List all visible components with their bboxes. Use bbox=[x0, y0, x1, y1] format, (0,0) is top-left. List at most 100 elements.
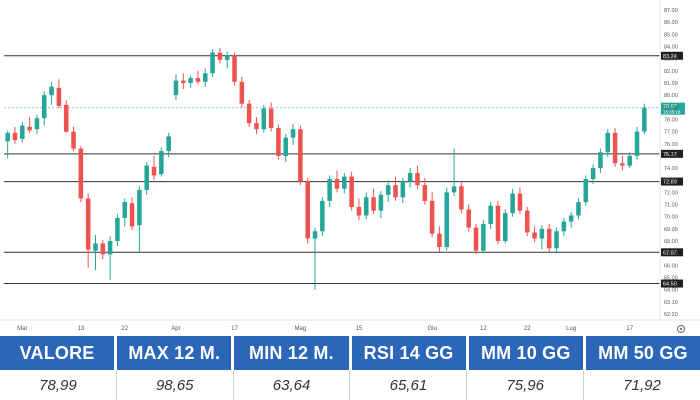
candle bbox=[232, 52, 237, 86]
candle bbox=[546, 223, 552, 252]
candle bbox=[283, 134, 289, 162]
candle bbox=[27, 117, 32, 133]
candle bbox=[473, 223, 479, 255]
candle-body bbox=[195, 78, 201, 82]
candle-body bbox=[276, 127, 281, 156]
x-tick-label: Mar bbox=[17, 326, 27, 332]
candle-body bbox=[627, 155, 632, 166]
candle-body bbox=[568, 215, 574, 222]
candle bbox=[173, 74, 179, 101]
y-tick-label: 85.00 bbox=[664, 32, 678, 38]
candle bbox=[576, 198, 581, 220]
stat-value-min-12m: 63,64 bbox=[234, 370, 351, 400]
candle bbox=[298, 125, 303, 186]
candle bbox=[598, 148, 603, 173]
x-tick-label: 13 bbox=[77, 326, 84, 332]
stat-value-mm-50gg: 71,92 bbox=[623, 376, 661, 394]
y-tick-label: 79.00 bbox=[664, 105, 678, 111]
candle-body bbox=[356, 206, 362, 216]
candle bbox=[532, 226, 537, 243]
candle-body bbox=[261, 108, 267, 130]
candle bbox=[378, 191, 384, 218]
candle-body bbox=[78, 148, 84, 199]
candle bbox=[246, 100, 252, 127]
candle bbox=[627, 152, 632, 169]
candle-body bbox=[268, 108, 274, 128]
candle bbox=[583, 175, 589, 206]
y-tick-label: 87.00 bbox=[664, 8, 678, 14]
candle bbox=[151, 155, 157, 181]
candle bbox=[217, 47, 223, 64]
candle-body bbox=[415, 172, 420, 186]
candle-body bbox=[188, 78, 193, 83]
candle bbox=[93, 234, 98, 271]
y-tick-label: 66.00 bbox=[664, 263, 678, 269]
candle-body bbox=[5, 132, 10, 142]
candle-body bbox=[342, 176, 347, 189]
candle bbox=[122, 198, 128, 227]
candle bbox=[78, 146, 84, 203]
stat-value-valore: 78,99 bbox=[0, 370, 117, 400]
candle-body bbox=[85, 198, 91, 250]
y-tick-label: 67.00 bbox=[664, 251, 678, 257]
y-tick-label: 80.00 bbox=[664, 93, 678, 99]
level-tag-label: 75.17 bbox=[663, 152, 677, 158]
stat-value-mm-10gg: 75,96 bbox=[467, 370, 585, 400]
candle-body bbox=[151, 166, 157, 176]
y-tick-label: 73.00 bbox=[664, 178, 678, 184]
candle-body bbox=[503, 213, 508, 241]
candle-body bbox=[334, 179, 340, 189]
candle-body bbox=[56, 87, 62, 107]
candle-body bbox=[27, 126, 32, 131]
candle bbox=[276, 124, 281, 160]
x-tick-label: 15 bbox=[356, 326, 363, 332]
candle-body bbox=[217, 52, 223, 60]
y-tick-label: 84.00 bbox=[664, 45, 678, 51]
stats-table: VALORE MAX 12 M. MIN 12 M. RSI 14 GG MM … bbox=[0, 336, 700, 400]
candle bbox=[305, 177, 310, 244]
candle bbox=[107, 236, 113, 280]
candle bbox=[210, 48, 215, 77]
candle-body bbox=[642, 107, 647, 132]
y-tick-label: 65.00 bbox=[664, 275, 678, 281]
gear-icon[interactable] bbox=[676, 324, 686, 334]
level-tag-label: 64.50 bbox=[663, 282, 677, 288]
candle-body bbox=[620, 163, 625, 166]
candle bbox=[41, 91, 47, 126]
candle bbox=[620, 155, 625, 171]
candle-body bbox=[510, 193, 515, 214]
level-tag bbox=[661, 248, 683, 257]
candle bbox=[5, 130, 10, 159]
candle-body bbox=[378, 194, 384, 211]
candle-body bbox=[598, 152, 603, 169]
candle-body bbox=[202, 73, 208, 82]
last-price-time: 15:05:18 bbox=[663, 110, 681, 115]
candle-body bbox=[407, 172, 413, 182]
candle bbox=[517, 187, 523, 215]
candle bbox=[327, 175, 332, 207]
stat-value-rsi-14gg: 65,61 bbox=[350, 370, 468, 400]
candle-body bbox=[371, 197, 376, 211]
candle bbox=[415, 165, 420, 189]
y-tick-label: 72.00 bbox=[664, 190, 678, 196]
candle bbox=[334, 170, 340, 193]
x-tick-label: 17 bbox=[231, 326, 238, 332]
candle bbox=[224, 51, 230, 69]
candle-body bbox=[49, 86, 54, 96]
stat-label-mm-50gg: MM 50 GG bbox=[585, 336, 700, 370]
candle-body bbox=[34, 118, 40, 130]
candle-body bbox=[532, 232, 537, 239]
candle-body bbox=[349, 176, 354, 207]
candle-body bbox=[590, 168, 596, 180]
candle-body bbox=[524, 210, 530, 233]
y-tick-label: 76.00 bbox=[664, 142, 678, 148]
candle-body bbox=[554, 231, 559, 249]
candle-body bbox=[437, 233, 442, 248]
last-price-label: 78.97 bbox=[663, 104, 677, 110]
candle bbox=[290, 124, 296, 145]
x-tick-label: Mag bbox=[295, 326, 307, 332]
candle bbox=[115, 214, 120, 246]
x-tick-label: 12 bbox=[480, 326, 487, 332]
stat-label-mm-10gg: MM 10 GG bbox=[468, 336, 583, 370]
